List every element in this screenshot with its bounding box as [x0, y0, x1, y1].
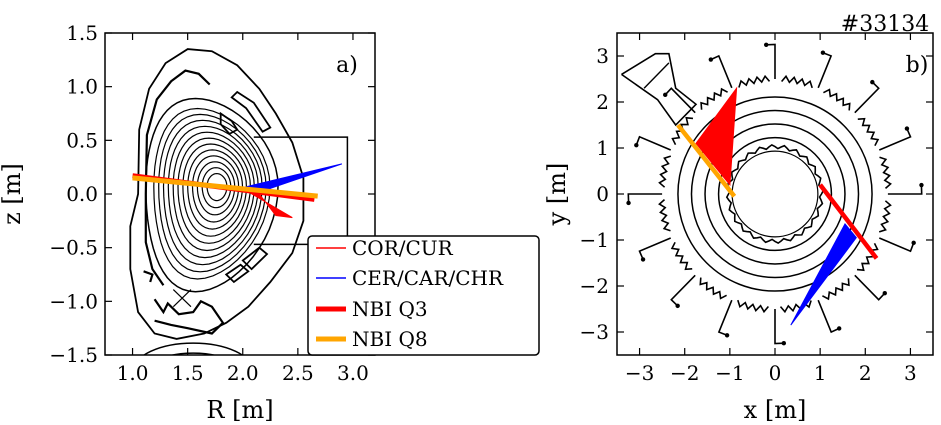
legend-label-cor-cur: COR/CUR: [352, 236, 454, 260]
panel-b-x-tick-label: 3: [904, 361, 917, 385]
port-flange-dot: [663, 93, 667, 97]
port-flange-dot: [725, 333, 729, 337]
port-flange-dot: [905, 126, 909, 130]
port-flange-dot: [634, 143, 638, 147]
panel-a-y-tick-label: 0.5: [66, 128, 98, 152]
port-flange-dot: [764, 43, 768, 47]
vessel-wall-segment: [739, 76, 770, 87]
panel-b-x-tick-label: 2: [859, 361, 872, 385]
panel-a-y-tick-label: 1.0: [66, 75, 98, 99]
panel-a-x-tick-label: 1.0: [117, 361, 149, 385]
port-flange-dot: [782, 341, 786, 345]
vessel-wall-segment: [823, 90, 849, 111]
cxrs-fan-top-cer-car-chr: [791, 224, 857, 325]
legend-label-nbi-q3: NBI Q3: [352, 297, 428, 321]
vessel-wall-segment: [660, 156, 671, 187]
center-column-inner: [732, 151, 818, 237]
center-column: [727, 145, 823, 243]
panel-b-y-tick-label: −2: [580, 274, 609, 298]
panel-a-x-tick-label: 3.0: [337, 361, 369, 385]
panel-b-y-tick-label: −1: [580, 228, 609, 252]
panel-b-x-tick-label: −1: [715, 361, 744, 385]
port-leg: [719, 300, 732, 335]
panel-b-x-axis-label: x [m]: [744, 396, 807, 424]
vessel-wall-segment: [879, 201, 890, 232]
panel-b-label: b): [906, 53, 929, 78]
vessel-wall-segment: [782, 76, 813, 88]
vessel-wall-segment: [672, 242, 692, 269]
divertor-baffle: [144, 271, 153, 282]
panel-b-plot-area: [622, 43, 924, 346]
panel-a-y-tick-label: 1.5: [66, 21, 98, 45]
port-flange-dot: [883, 291, 887, 295]
vessel-wall-segment: [700, 278, 726, 299]
port-flange-dot: [641, 257, 645, 261]
port-leg: [711, 56, 732, 88]
panel-a-x-tick-label: 1.5: [172, 361, 204, 385]
panel-b-ticks: −3 −2 −1 0 1 2 3 −3 −2 −1 0 1 2 3: [580, 33, 933, 385]
port-leg: [888, 185, 922, 194]
panel-b: −3 −2 −1 0 1 2 3 −3 −2 −1 0 1 2 3 b) x [m] y [m]: [543, 33, 933, 424]
port-flange-dot: [675, 304, 679, 308]
legend: COR/CUR CER/CAR/CHR NBI Q3 NBI Q8: [308, 236, 539, 355]
panel-b-x-tick-label: −3: [625, 361, 654, 385]
port-leg: [636, 137, 670, 150]
legend-label-nbi-q8: NBI Q8: [352, 327, 428, 351]
port-leg: [855, 82, 879, 113]
panel-a-x-axis-label: R [m]: [206, 396, 273, 424]
panel-b-y-tick-label: −3: [580, 320, 609, 344]
vessel-wall-segment: [822, 278, 849, 299]
panel-a-y-tick-label: −1.5: [49, 343, 98, 367]
port-flange-dot: [870, 80, 874, 84]
panel-b-y-tick-label: 3: [596, 44, 609, 68]
port-flange-dot: [919, 183, 923, 187]
panel-b-y-tick-label: 1: [596, 136, 609, 160]
panel-a-y-tick-label: −1.0: [49, 289, 98, 313]
port-flange-dot: [837, 326, 841, 330]
port-leg: [671, 275, 695, 306]
port-leg: [775, 309, 784, 344]
port-leg: [879, 238, 913, 251]
panel-b-x-tick-label: 1: [814, 361, 827, 385]
port-leg: [879, 129, 910, 150]
port-leg: [640, 238, 671, 259]
port-leg: [818, 53, 831, 88]
port-flange-dot: [709, 57, 713, 61]
legend-label-cer: CER/CAR/CHR: [352, 266, 504, 290]
panel-a-label: a): [336, 53, 358, 78]
port-leg: [766, 45, 775, 80]
panel-b-y-tick-label: 2: [596, 90, 609, 114]
panel-b-x-tick-label: 0: [769, 361, 782, 385]
vessel-wall-segment: [659, 200, 670, 231]
port-flange-dot: [626, 201, 630, 205]
toroidal-flux-circle: [678, 97, 872, 291]
panel-b-frame: [617, 33, 933, 355]
vessel-wall-segment: [880, 157, 891, 188]
panel-a-y-tick-label: −0.5: [49, 236, 98, 260]
panel-a: 1.0 1.5 2.0 2.5 3.0−1.5−1.0−0.50.00.51.01.5 …: [0, 21, 539, 424]
panel-a-y-tick-label: 0.0: [66, 182, 98, 206]
panel-a-x-tick-label: 2.5: [282, 361, 314, 385]
panel-b-y-tick-label: 0: [596, 182, 609, 206]
port-flange-dot: [821, 50, 825, 54]
shot-number: #33134: [841, 12, 929, 37]
panel-a-y-axis-label: z [m]: [0, 163, 26, 225]
vessel-wall-segment: [738, 300, 769, 312]
panel-b-y-axis-label: y [m]: [543, 163, 571, 227]
port-leg: [855, 275, 885, 299]
panel-a-x-tick-label: 2.0: [227, 361, 259, 385]
port-leg: [628, 194, 662, 203]
port-leg: [818, 300, 839, 332]
nbi-injector-divider: [644, 63, 669, 88]
vessel-wall-segment: [858, 119, 878, 146]
panel-b-x-tick-label: −2: [670, 361, 699, 385]
nbi-injector-box: [622, 54, 697, 125]
toroidal-flux-circle: [719, 138, 832, 251]
port-flange-dot: [911, 241, 915, 245]
